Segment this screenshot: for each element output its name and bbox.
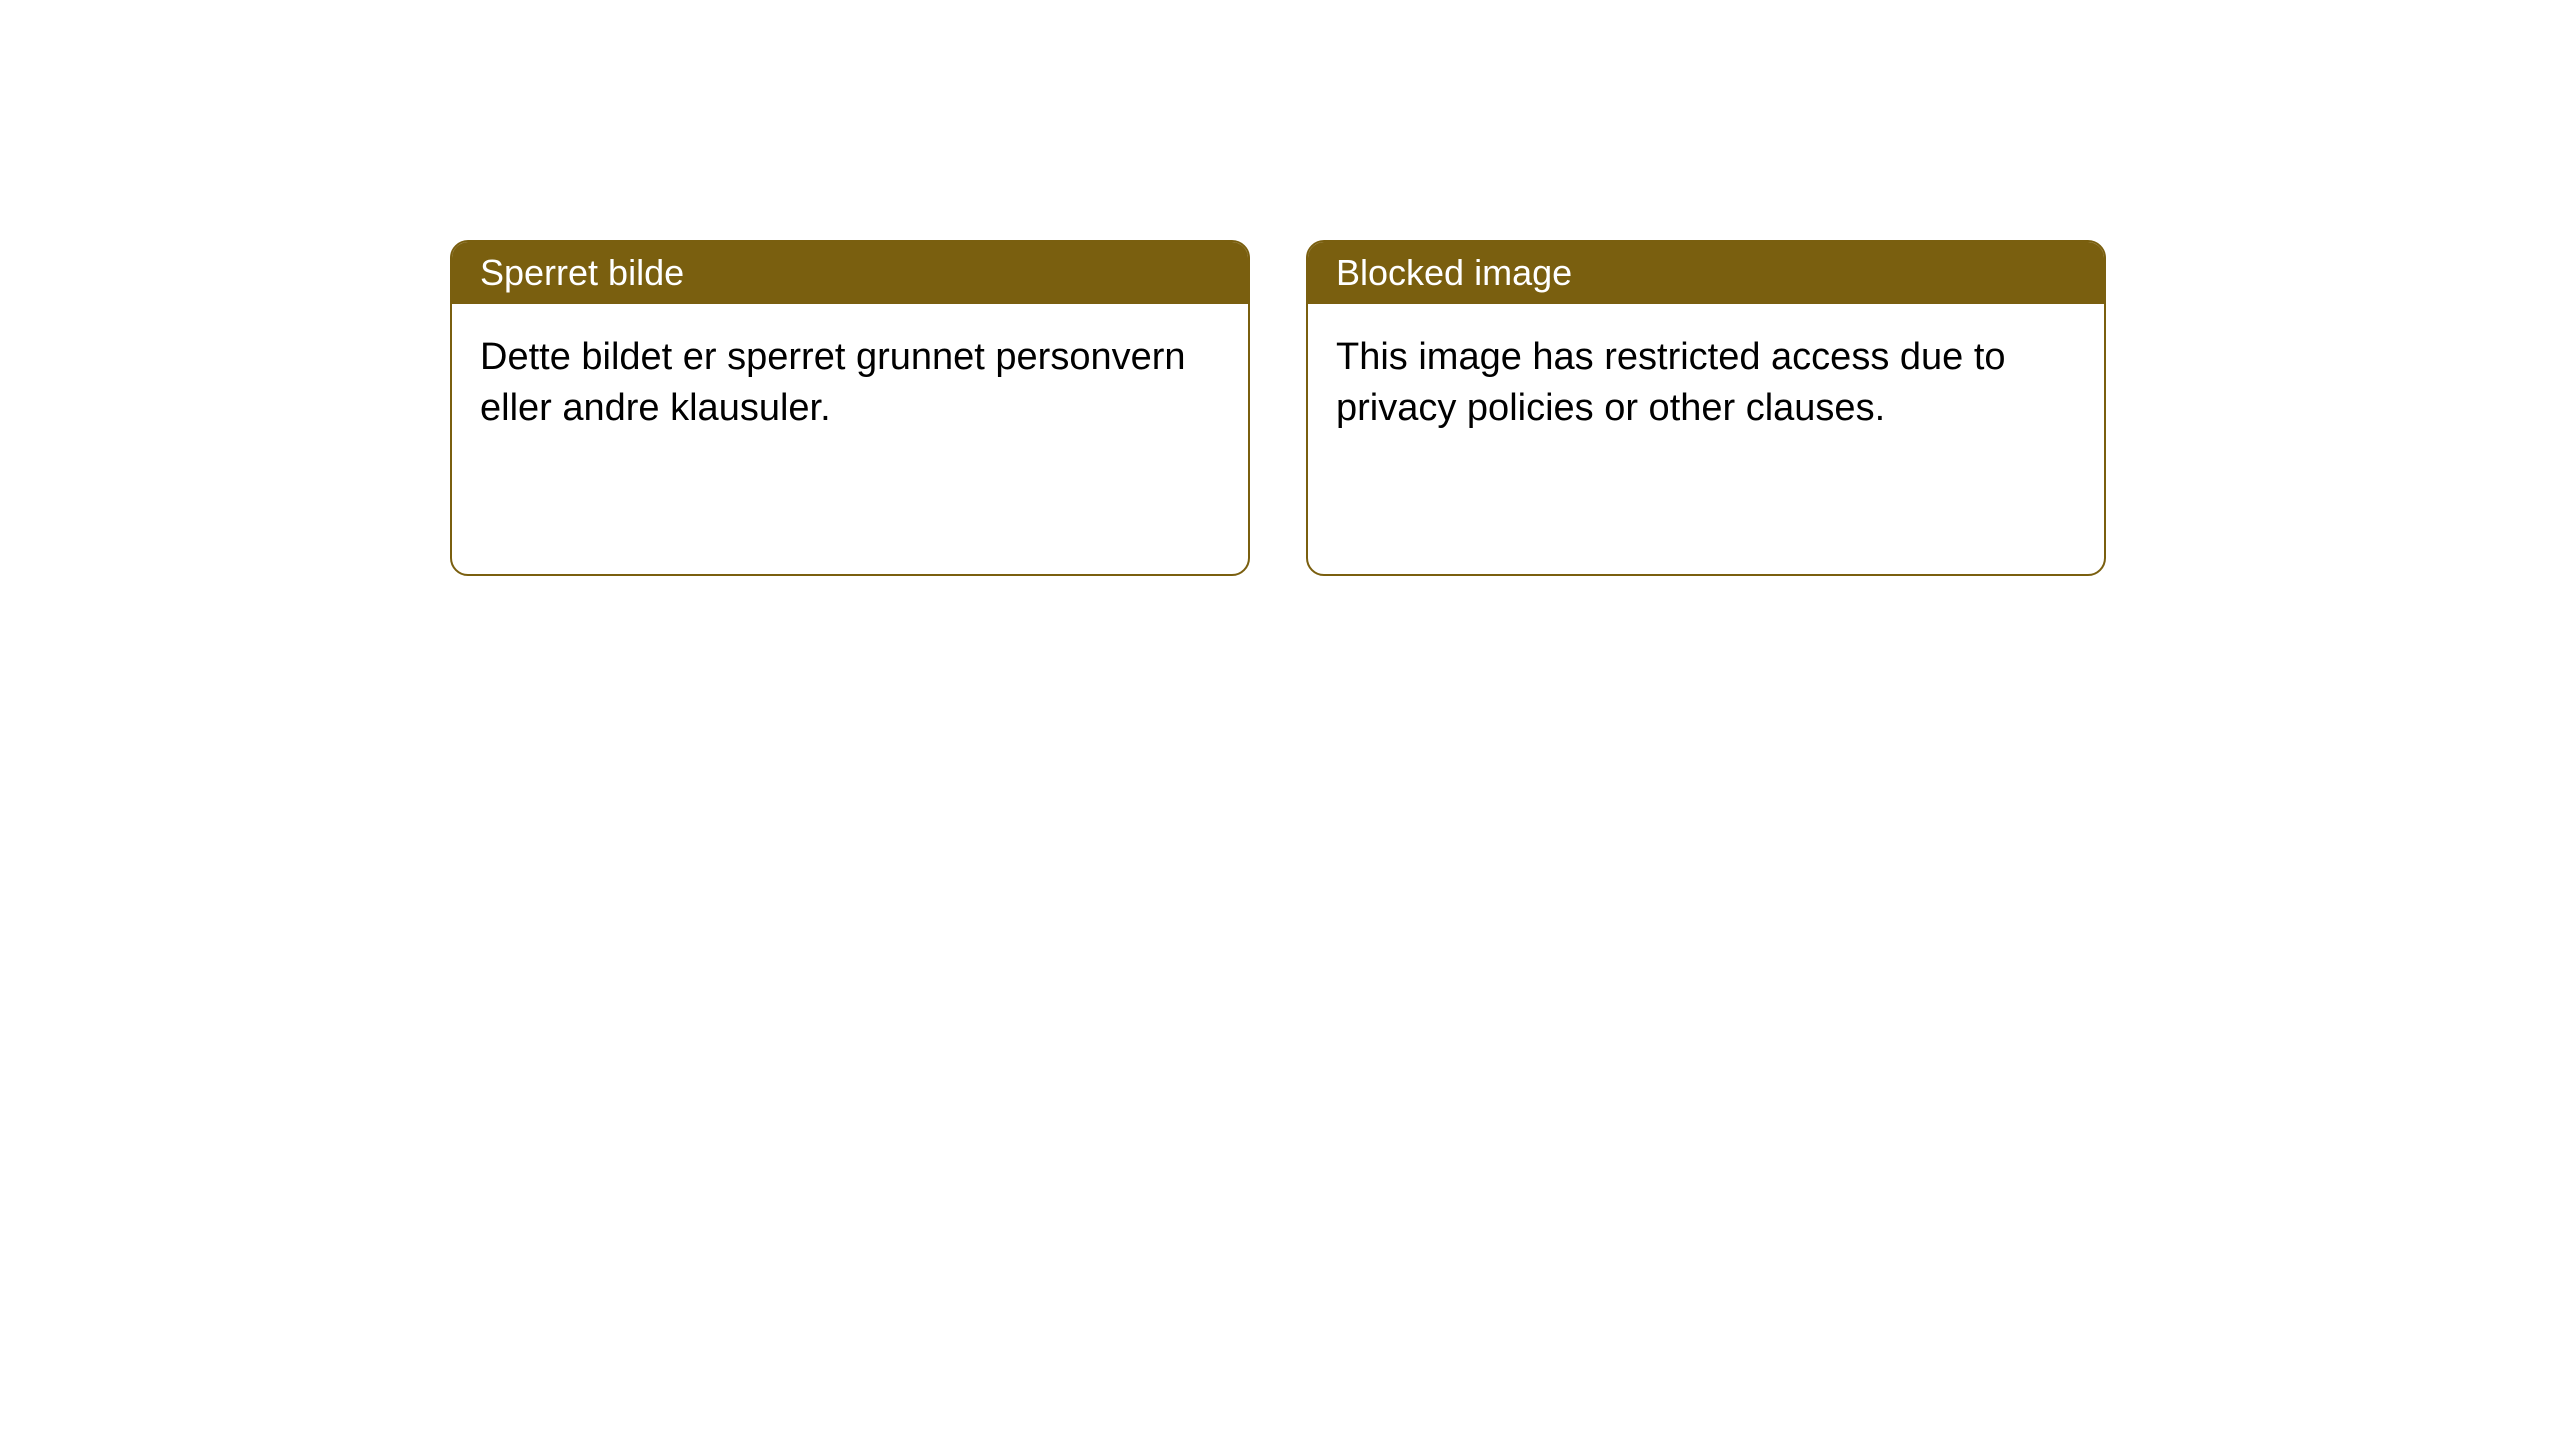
- notice-card-body: This image has restricted access due to …: [1308, 304, 2104, 463]
- notice-card-title: Blocked image: [1308, 242, 2104, 304]
- notice-card-norwegian: Sperret bilde Dette bildet er sperret gr…: [450, 240, 1250, 576]
- notice-card-body: Dette bildet er sperret grunnet personve…: [452, 304, 1248, 463]
- notice-cards-container: Sperret bilde Dette bildet er sperret gr…: [0, 0, 2560, 576]
- notice-card-title: Sperret bilde: [452, 242, 1248, 304]
- notice-card-english: Blocked image This image has restricted …: [1306, 240, 2106, 576]
